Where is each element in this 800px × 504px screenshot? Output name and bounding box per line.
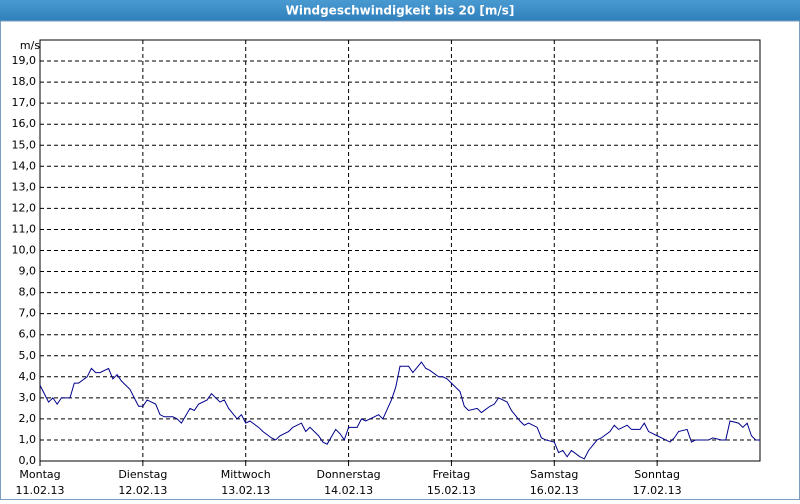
y-tick-label: 18,0: [12, 75, 37, 88]
x-tick-label: Mittwoch: [221, 468, 271, 481]
y-tick-label: 11,0: [12, 222, 37, 235]
y-tick-label: 8,0: [19, 286, 37, 299]
y-axis-label: m/s: [20, 39, 40, 52]
y-tick-label: 9,0: [19, 265, 37, 278]
x-tick-date: 16.02.13: [530, 484, 579, 497]
x-tick-label: Donnerstag: [316, 468, 380, 481]
y-tick-label: 1,0: [19, 433, 37, 446]
y-tick-label: 16,0: [12, 117, 37, 130]
x-tick-date: 11.02.13: [16, 484, 65, 497]
y-tick-label: 6,0: [19, 328, 37, 341]
y-tick-label: 10,0: [12, 244, 37, 257]
y-tick-label: 12,0: [12, 201, 37, 214]
x-tick-label: Samstag: [530, 468, 578, 481]
title-bar: [0, 0, 800, 21]
y-tick-label: 19,0: [12, 54, 37, 67]
x-tick-date: 14.02.13: [324, 484, 373, 497]
y-tick-label: 5,0: [19, 349, 37, 362]
y-tick-label: 2,0: [19, 412, 37, 425]
y-tick-label: 0,0: [19, 454, 37, 467]
data-line: [39, 361, 760, 460]
window-frame: [0, 20, 800, 500]
x-tick-label: Montag: [19, 468, 60, 481]
chart-title: Windgeschwindigkeit bis 20 [m/s]: [286, 4, 515, 18]
x-tick-label: Dienstag: [118, 468, 167, 481]
y-tick-label: 4,0: [19, 370, 37, 383]
y-tick-label: 7,0: [19, 307, 37, 320]
y-tick-label: 14,0: [12, 159, 37, 172]
x-tick-label: Freitag: [433, 468, 471, 481]
x-tick-label: Sonntag: [634, 468, 680, 481]
x-tick-date: 17.02.13: [633, 484, 682, 497]
y-tick-label: 3,0: [19, 391, 37, 404]
x-tick-date: 13.02.13: [221, 484, 270, 497]
y-tick-label: 15,0: [12, 138, 37, 151]
x-tick-date: 15.02.13: [427, 484, 476, 497]
x-tick-date: 12.02.13: [118, 484, 167, 497]
y-tick-label: 13,0: [12, 180, 37, 193]
y-tick-label: 17,0: [12, 96, 37, 109]
